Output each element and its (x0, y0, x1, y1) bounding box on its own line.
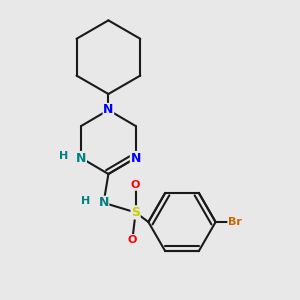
Text: N: N (103, 103, 114, 116)
Text: H: H (81, 196, 91, 206)
Text: S: S (131, 206, 140, 219)
Text: N: N (76, 152, 86, 164)
Text: Br: Br (228, 217, 242, 227)
Text: N: N (98, 196, 109, 209)
Text: N: N (130, 152, 141, 164)
Text: O: O (128, 235, 137, 244)
Text: H: H (59, 152, 68, 161)
Text: O: O (131, 180, 140, 190)
